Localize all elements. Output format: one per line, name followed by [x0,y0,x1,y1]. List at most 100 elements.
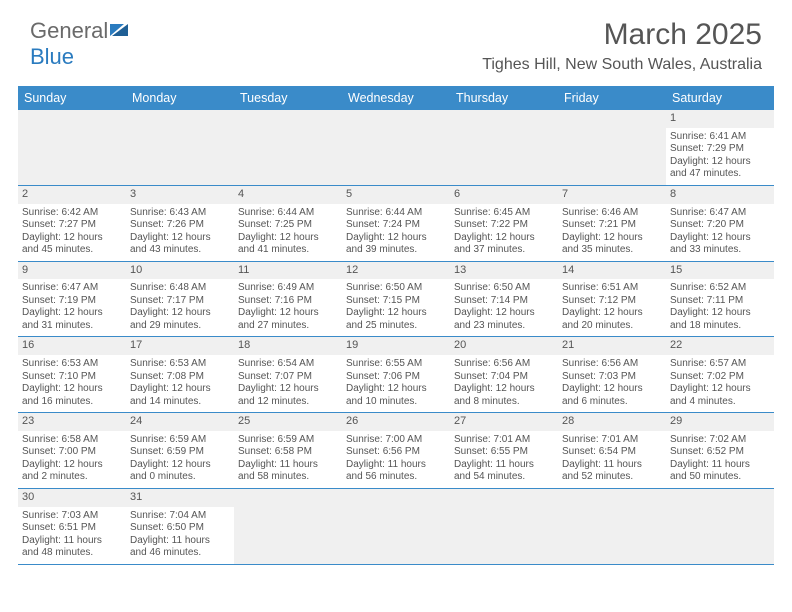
logo-text-blue: Blue [30,44,74,70]
cell-daylight1: Daylight: 11 hours [454,459,554,472]
cell-sunset: Sunset: 6:58 PM [238,446,338,459]
cell-daylight2: and 25 minutes. [346,320,446,333]
cell-sunrise: Sunrise: 6:49 AM [238,282,338,295]
day-number: 26 [342,413,450,431]
calendar-cell: 18Sunrise: 6:54 AMSunset: 7:07 PMDayligh… [234,337,342,412]
cell-sunset: Sunset: 7:20 PM [670,219,770,232]
cell-sunset: Sunset: 6:51 PM [22,522,122,535]
cell-daylight1: Daylight: 11 hours [346,459,446,472]
cell-daylight1: Daylight: 12 hours [670,232,770,245]
cell-daylight1: Daylight: 12 hours [454,383,554,396]
cell-daylight2: and 4 minutes. [670,396,770,409]
cell-daylight2: and 39 minutes. [346,244,446,257]
cell-sunrise: Sunrise: 6:56 AM [454,358,554,371]
calendar-cell-blank [126,110,234,185]
cell-daylight1: Daylight: 12 hours [346,307,446,320]
cell-sunset: Sunset: 7:10 PM [22,371,122,384]
cell-daylight2: and 23 minutes. [454,320,554,333]
cell-daylight2: and 29 minutes. [130,320,230,333]
calendar-cell: 20Sunrise: 6:56 AMSunset: 7:04 PMDayligh… [450,337,558,412]
calendar-body: 1Sunrise: 6:41 AMSunset: 7:29 PMDaylight… [18,110,774,565]
cell-sunrise: Sunrise: 6:42 AM [22,207,122,220]
calendar-cell: 9Sunrise: 6:47 AMSunset: 7:19 PMDaylight… [18,262,126,337]
cell-sunset: Sunset: 6:54 PM [562,446,662,459]
cell-daylight1: Daylight: 12 hours [22,383,122,396]
cell-sunrise: Sunrise: 6:43 AM [130,207,230,220]
calendar-cell: 3Sunrise: 6:43 AMSunset: 7:26 PMDaylight… [126,186,234,261]
day-number: 11 [234,262,342,280]
calendar-cell: 26Sunrise: 7:00 AMSunset: 6:56 PMDayligh… [342,413,450,488]
cell-sunset: Sunset: 7:11 PM [670,295,770,308]
cell-daylight2: and 14 minutes. [130,396,230,409]
day-number: 24 [126,413,234,431]
day-number: 15 [666,262,774,280]
calendar-week: 23Sunrise: 6:58 AMSunset: 7:00 PMDayligh… [18,413,774,489]
cell-daylight2: and 47 minutes. [670,168,770,181]
cell-sunset: Sunset: 6:50 PM [130,522,230,535]
calendar-cell: 28Sunrise: 7:01 AMSunset: 6:54 PMDayligh… [558,413,666,488]
logo: General [30,18,132,44]
cell-sunrise: Sunrise: 6:45 AM [454,207,554,220]
cell-sunset: Sunset: 7:02 PM [670,371,770,384]
calendar-cell-blank [558,110,666,185]
day-header-wed: Wednesday [342,86,450,110]
cell-daylight2: and 10 minutes. [346,396,446,409]
calendar-cell: 22Sunrise: 6:57 AMSunset: 7:02 PMDayligh… [666,337,774,412]
cell-daylight2: and 8 minutes. [454,396,554,409]
day-number: 27 [450,413,558,431]
cell-daylight1: Daylight: 12 hours [346,232,446,245]
cell-sunset: Sunset: 7:08 PM [130,371,230,384]
cell-daylight1: Daylight: 12 hours [238,232,338,245]
cell-daylight2: and 43 minutes. [130,244,230,257]
cell-sunrise: Sunrise: 7:01 AM [454,434,554,447]
calendar-cell: 29Sunrise: 7:02 AMSunset: 6:52 PMDayligh… [666,413,774,488]
cell-daylight1: Daylight: 12 hours [130,307,230,320]
cell-sunset: Sunset: 6:56 PM [346,446,446,459]
cell-daylight2: and 58 minutes. [238,471,338,484]
cell-sunset: Sunset: 7:12 PM [562,295,662,308]
calendar-cell: 7Sunrise: 6:46 AMSunset: 7:21 PMDaylight… [558,186,666,261]
cell-daylight1: Daylight: 12 hours [562,307,662,320]
day-header-thu: Thursday [450,86,558,110]
day-number: 16 [18,337,126,355]
cell-daylight1: Daylight: 11 hours [238,459,338,472]
cell-sunrise: Sunrise: 6:56 AM [562,358,662,371]
cell-sunrise: Sunrise: 6:48 AM [130,282,230,295]
day-number: 1 [666,110,774,128]
cell-sunset: Sunset: 7:19 PM [22,295,122,308]
day-header-fri: Friday [558,86,666,110]
calendar: Sunday Monday Tuesday Wednesday Thursday… [18,86,774,565]
calendar-cell: 4Sunrise: 6:44 AMSunset: 7:25 PMDaylight… [234,186,342,261]
cell-sunset: Sunset: 7:22 PM [454,219,554,232]
cell-daylight1: Daylight: 12 hours [130,232,230,245]
cell-daylight1: Daylight: 12 hours [670,307,770,320]
cell-sunrise: Sunrise: 6:46 AM [562,207,662,220]
cell-sunset: Sunset: 7:21 PM [562,219,662,232]
cell-sunset: Sunset: 7:15 PM [346,295,446,308]
calendar-cell-blank [450,110,558,185]
calendar-week: 1Sunrise: 6:41 AMSunset: 7:29 PMDaylight… [18,110,774,186]
cell-daylight2: and 33 minutes. [670,244,770,257]
cell-sunrise: Sunrise: 6:55 AM [346,358,446,371]
page-title: March 2025 [482,18,762,52]
cell-daylight1: Daylight: 12 hours [238,383,338,396]
cell-daylight1: Daylight: 11 hours [130,535,230,548]
cell-daylight2: and 20 minutes. [562,320,662,333]
cell-daylight2: and 37 minutes. [454,244,554,257]
calendar-week: 2Sunrise: 6:42 AMSunset: 7:27 PMDaylight… [18,186,774,262]
day-header-row: Sunday Monday Tuesday Wednesday Thursday… [18,86,774,110]
calendar-cell: 2Sunrise: 6:42 AMSunset: 7:27 PMDaylight… [18,186,126,261]
calendar-cell-blank [234,489,342,564]
cell-sunset: Sunset: 7:04 PM [454,371,554,384]
cell-daylight2: and 31 minutes. [22,320,122,333]
calendar-cell: 24Sunrise: 6:59 AMSunset: 6:59 PMDayligh… [126,413,234,488]
day-number: 25 [234,413,342,431]
day-number: 4 [234,186,342,204]
cell-sunset: Sunset: 6:55 PM [454,446,554,459]
cell-sunset: Sunset: 7:25 PM [238,219,338,232]
cell-sunrise: Sunrise: 7:04 AM [130,510,230,523]
day-number: 30 [18,489,126,507]
cell-daylight2: and 52 minutes. [562,471,662,484]
day-header-sun: Sunday [18,86,126,110]
day-number: 18 [234,337,342,355]
